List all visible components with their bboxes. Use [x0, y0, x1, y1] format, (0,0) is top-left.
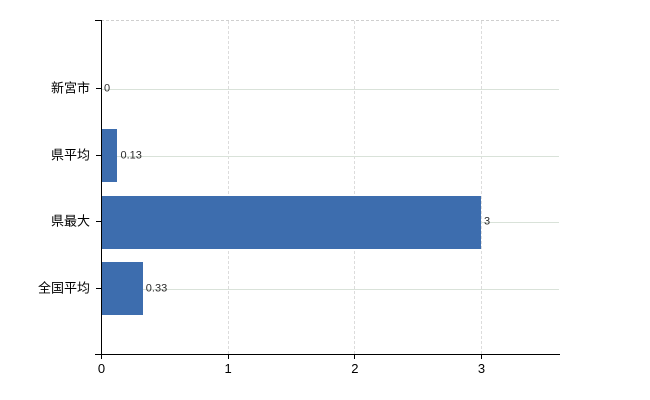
horizontal-gridline	[101, 288, 559, 290]
x-tick-label: 1	[224, 361, 232, 376]
y-axis-end-tick	[95, 20, 101, 21]
category-label: 県最大	[50, 213, 90, 229]
vertical-gridline	[227, 21, 229, 354]
category-label: 全国平均	[37, 280, 90, 295]
y-axis-line	[101, 20, 102, 359]
bar-value-label: 3	[484, 215, 491, 228]
y-axis-tick	[96, 287, 101, 289]
x-axis-tick	[227, 354, 229, 359]
horizontal-gridline	[101, 155, 559, 157]
vertical-gridline	[354, 21, 356, 354]
x-axis-tick	[101, 354, 102, 359]
x-axis-tick	[481, 354, 482, 359]
bar-3	[101, 262, 143, 315]
bar-value-label: 0.13	[120, 149, 142, 161]
y-axis-tick	[96, 88, 101, 89]
x-axis-line	[95, 354, 560, 355]
x-tick-label: 0	[97, 361, 106, 376]
bar-value-label: 0.33	[145, 282, 168, 294]
bar-1	[101, 129, 118, 182]
plot-area: 0 0.13 3 0.33	[101, 20, 559, 354]
bar-2	[101, 195, 481, 249]
y-axis-tick	[96, 221, 101, 222]
x-tick-label: 2	[351, 361, 359, 376]
category-label: 新宮市	[50, 80, 90, 96]
y-axis-tick	[96, 154, 101, 156]
category-label: 県平均	[50, 147, 90, 162]
horizontal-gridline	[101, 89, 559, 90]
bar-value-label: 0	[104, 82, 111, 95]
x-axis-tick	[354, 354, 356, 359]
x-tick-label: 3	[477, 361, 486, 376]
vertical-gridline	[481, 21, 482, 354]
